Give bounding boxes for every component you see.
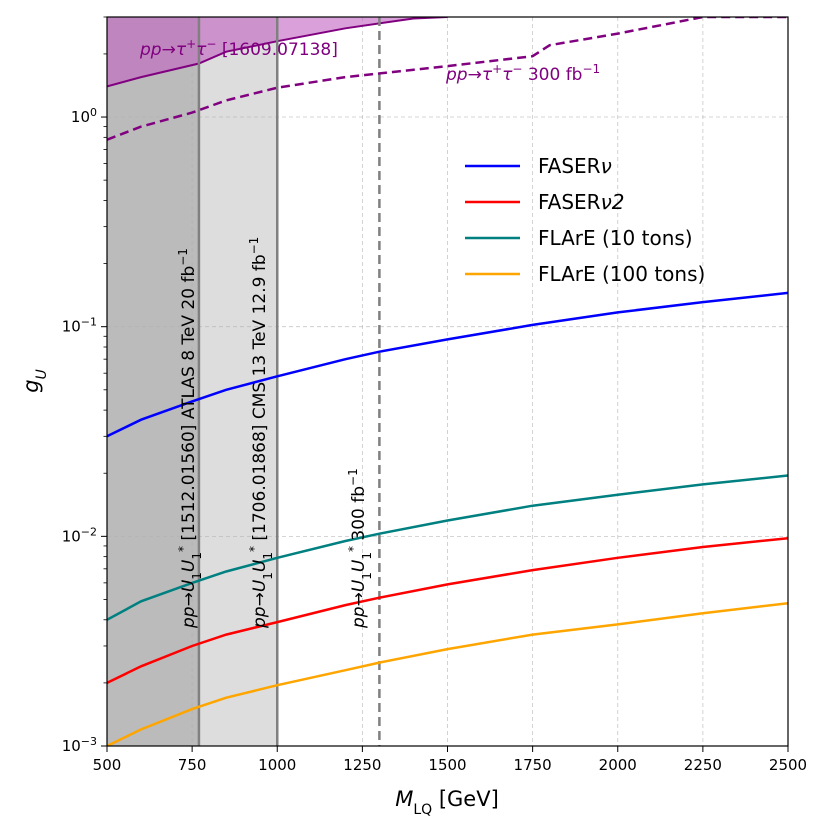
x-tick-label: 1500: [428, 756, 466, 774]
vertical-limit-lines: [197, 17, 381, 746]
x-tick-label: 1250: [343, 756, 381, 774]
tautau-excluded-region: [107, 17, 448, 87]
x-tick-label: 1000: [258, 756, 296, 774]
tautau-projection-line: [107, 17, 788, 141]
x-tick-label: 1750: [514, 756, 552, 774]
series-line-2: [107, 474, 788, 621]
legend-label-2: FLArE (10 tons): [538, 226, 693, 250]
x-tick-label: 2500: [769, 756, 807, 774]
legend: FASERν FASERν2 FLArE (10 tons) FLArE (100 t…: [465, 154, 705, 286]
atlas-label: pp→U1U1* [1512.01560] ATLAS 8 TeV 20 fb−…: [176, 248, 204, 629]
y-tick-label: 100: [71, 106, 97, 127]
y-axis-label: gU: [19, 369, 50, 393]
x-axis-label: MLQ [GeV]: [395, 787, 499, 818]
projection-label: pp→U1U1* 300 fb−1: [346, 468, 374, 629]
legend-label-3: FLArE (100 tons): [538, 262, 705, 286]
series-lines: [107, 17, 788, 746]
axis-ticks: 500 750 1000 1250 1500 1750 2000 2250 2500 10−3 10…: [62, 16, 807, 774]
tautau-future-label: pp→τ+τ− 300 fb−1: [445, 62, 600, 85]
tautau-current-label: pp→τ+τ− [1609.07138]: [139, 37, 338, 60]
tautau-region-edge: [107, 17, 448, 88]
x-tick-label: 500: [93, 756, 122, 774]
tautau-region-group: [107, 17, 448, 88]
x-tick-label: 2000: [599, 756, 637, 774]
x-tick-label: 2250: [684, 756, 722, 774]
series-line-1: [107, 536, 788, 685]
x-tick-label: 750: [178, 756, 207, 774]
legend-label-0: FASERν: [538, 154, 612, 178]
legend-label-1: FASERν2: [538, 190, 624, 214]
series-line-3: [107, 601, 788, 746]
y-tick-label: 10−3: [62, 735, 97, 756]
series-line-0: [107, 291, 788, 438]
y-tick-label: 10−2: [62, 525, 97, 546]
y-tick-label: 10−1: [62, 315, 97, 336]
cms-label: pp→U1U1* [1706.01868] CMS 13 TeV 12.9 fb…: [247, 237, 275, 629]
excluded-region-0: [107, 17, 199, 746]
